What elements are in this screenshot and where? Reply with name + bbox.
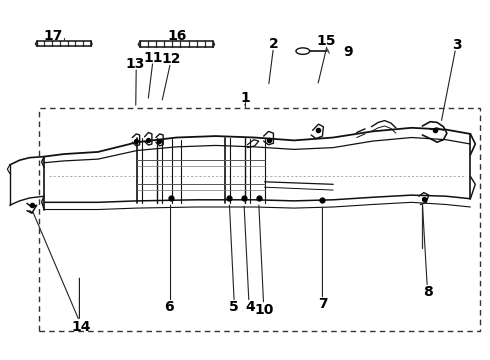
Text: 14: 14 bbox=[71, 320, 91, 334]
Text: 4: 4 bbox=[245, 300, 255, 314]
Text: 5: 5 bbox=[229, 300, 239, 314]
Ellipse shape bbox=[296, 48, 310, 54]
Text: 11: 11 bbox=[143, 51, 163, 64]
Text: 15: 15 bbox=[316, 34, 336, 48]
Text: 13: 13 bbox=[125, 57, 145, 71]
Text: 1: 1 bbox=[240, 91, 250, 105]
Text: 3: 3 bbox=[452, 38, 462, 51]
Text: 2: 2 bbox=[269, 37, 278, 51]
Text: 16: 16 bbox=[168, 29, 187, 43]
Text: 12: 12 bbox=[162, 52, 181, 66]
Text: 9: 9 bbox=[343, 45, 353, 59]
Bar bbox=[39, 108, 480, 331]
Text: 6: 6 bbox=[164, 300, 174, 314]
Text: 7: 7 bbox=[318, 297, 328, 311]
Text: 17: 17 bbox=[43, 29, 63, 43]
Text: 10: 10 bbox=[255, 303, 274, 316]
Text: 8: 8 bbox=[423, 285, 433, 298]
